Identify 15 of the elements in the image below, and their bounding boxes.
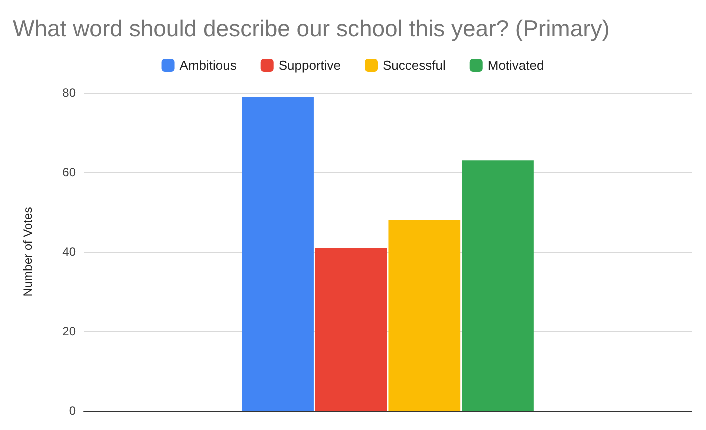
legend-label: Supportive [278, 58, 342, 73]
legend-label: Motivated [488, 58, 544, 73]
bar [315, 248, 388, 411]
y-axis-title: Number of Votes [21, 207, 35, 297]
bar [462, 160, 534, 411]
y-tick-label: 0 [69, 404, 76, 418]
legend-label: Ambitious [180, 58, 238, 73]
y-tick-label: 20 [62, 324, 76, 338]
bar [388, 220, 461, 411]
y-tick-label: 60 [62, 166, 76, 180]
legend-label: Successful [383, 58, 446, 73]
y-tick-label: 80 [62, 86, 76, 100]
bar [242, 96, 314, 411]
y-tick-label: 40 [62, 245, 76, 259]
chart-title: What word should describe our school this year? (Primary) [13, 16, 610, 42]
